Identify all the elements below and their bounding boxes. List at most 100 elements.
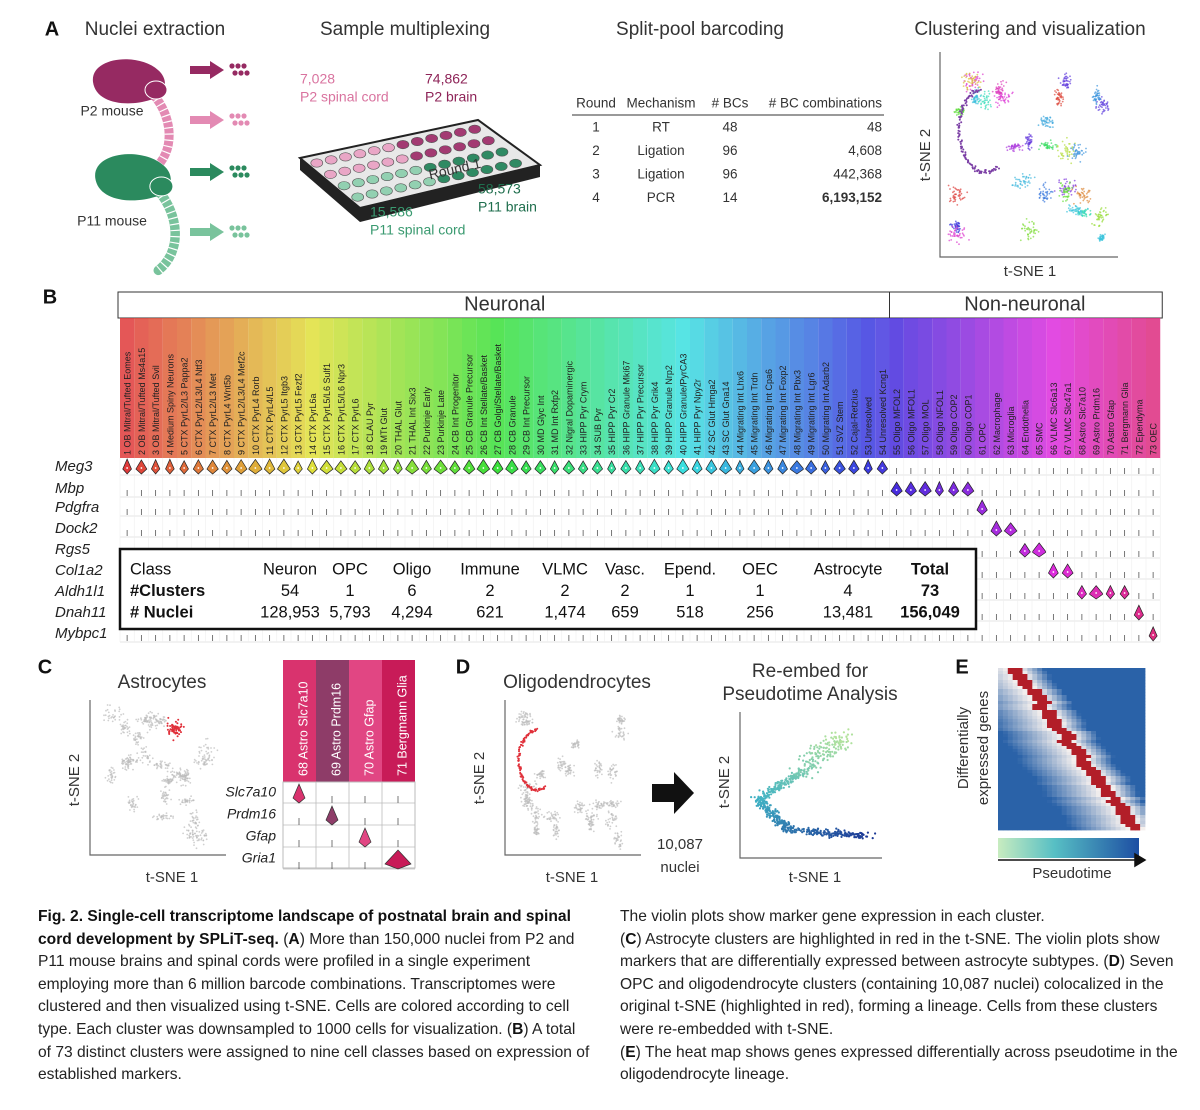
cell-point [134, 804, 137, 807]
cell-point [955, 114, 958, 116]
cell-point [140, 747, 143, 750]
cell-point [987, 95, 990, 98]
sample-name: P2 brain [425, 89, 477, 105]
cluster-label: 37 HIPP Pyr Precursor [636, 364, 646, 455]
cell-point [152, 717, 155, 720]
cell-point [176, 735, 179, 738]
cell-point [837, 748, 840, 751]
heat-cell [998, 677, 1004, 681]
cell-point [844, 832, 847, 835]
cell-point [142, 754, 145, 757]
cell-point [522, 718, 525, 721]
cell-point [110, 772, 113, 775]
cell-point [613, 764, 616, 767]
cell-point [1042, 184, 1045, 187]
cell-point [1079, 196, 1082, 199]
cell-point [846, 740, 850, 743]
heat-cell [1081, 683, 1087, 687]
cell-point [1075, 188, 1077, 191]
cell-point [140, 751, 143, 753]
cell-point [978, 98, 980, 100]
cell-point [590, 816, 592, 818]
cell-point [591, 807, 594, 810]
heat-cell [998, 683, 1004, 687]
nuclei-dot [244, 172, 250, 178]
cell-point [964, 153, 967, 156]
cell-point [216, 749, 219, 752]
cell-point [128, 726, 131, 728]
cell-point [1106, 101, 1109, 103]
cell-point [828, 836, 831, 840]
nuclei-dot [232, 120, 238, 126]
cell-point [959, 198, 962, 201]
cell-point [858, 836, 861, 839]
cell-point [552, 813, 555, 816]
cell-point [793, 830, 796, 833]
table-header: Round [576, 96, 616, 111]
cell-point [1044, 181, 1047, 184]
cell-point [610, 782, 613, 784]
cell-point [123, 731, 125, 734]
cell-point [958, 222, 961, 225]
cell-point [554, 817, 557, 820]
cell-point [1053, 93, 1056, 96]
cell-point [552, 826, 555, 828]
cell-point [843, 829, 846, 832]
cluster-label: 35 HIPP Pyr Cr2 [607, 389, 617, 455]
heat-cell [1032, 680, 1038, 684]
cell-point [171, 767, 174, 770]
cell-point [1027, 176, 1030, 179]
cell-point [1073, 143, 1076, 146]
cell-point [960, 236, 963, 239]
cell-point [842, 731, 846, 734]
violin [976, 499, 988, 516]
cell-point [612, 777, 614, 780]
heat-cell [1061, 674, 1067, 678]
violin-median [767, 467, 770, 469]
cell-point [616, 800, 619, 802]
cell-point [602, 803, 605, 806]
cell-point [621, 842, 624, 845]
heat-cell [1042, 668, 1048, 672]
cell-point [846, 737, 849, 741]
cell-point [200, 746, 202, 749]
cell-point [142, 751, 145, 754]
cell-point [822, 746, 826, 749]
cell-point [1028, 149, 1031, 151]
cell-point [136, 806, 139, 808]
cluster-label: 41 HIPP Pyr Npy2r [693, 379, 703, 455]
heat-cell [1115, 674, 1121, 678]
cell-point [1106, 105, 1109, 107]
sample-name: P11 spinal cord [370, 222, 465, 238]
cell-point [768, 785, 771, 789]
heat-cell [998, 668, 1004, 672]
cell-point [607, 823, 609, 826]
cell-point [526, 723, 528, 726]
cell-point [577, 811, 579, 814]
heat-cell [1051, 680, 1058, 684]
heat-cell [1096, 671, 1102, 675]
cell-point [598, 771, 601, 774]
cell-point [974, 83, 977, 85]
cell-point [1064, 149, 1067, 152]
violin-median [981, 508, 984, 510]
cell-point [958, 197, 961, 200]
plate-well [453, 142, 466, 152]
cell-point [187, 829, 190, 832]
cell-point [780, 779, 783, 783]
cluster-column [661, 318, 676, 458]
cell-point [1064, 147, 1066, 150]
cell-point [588, 828, 591, 831]
cell-point [1065, 190, 1068, 193]
violin [363, 458, 375, 475]
cell-point [151, 816, 154, 819]
cell-point [623, 720, 626, 722]
cell-point [192, 821, 195, 824]
summary-cell: 128,953 [260, 603, 320, 621]
plate-well [424, 148, 438, 158]
heat-cell [1017, 668, 1023, 672]
cell-point [203, 754, 206, 756]
cell-point [1024, 177, 1027, 180]
cell-point [594, 769, 597, 771]
cell-point [962, 104, 965, 107]
